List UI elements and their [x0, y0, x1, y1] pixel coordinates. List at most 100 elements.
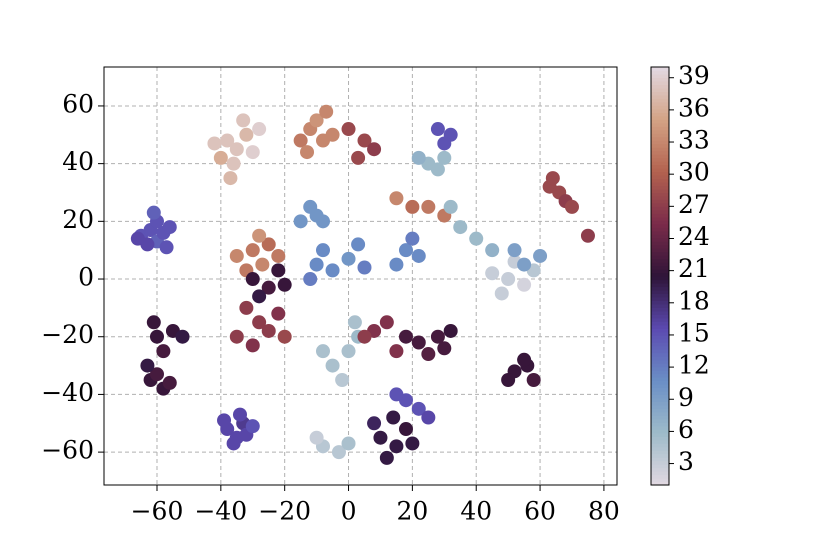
point	[517, 257, 532, 272]
point	[367, 416, 382, 431]
point	[149, 367, 164, 382]
colorbar-segment	[651, 119, 669, 124]
point	[501, 272, 516, 287]
colorbar-segment	[651, 314, 669, 319]
colorbar-segment	[651, 310, 669, 315]
colorbar-segment	[651, 296, 669, 301]
colorbar-segment	[651, 366, 669, 371]
colorbar-segment	[651, 87, 669, 92]
colorbar-segment	[651, 209, 669, 214]
point	[545, 171, 560, 186]
colorbar-segment	[651, 279, 669, 284]
colorbar-segment	[651, 394, 669, 399]
point	[494, 286, 509, 301]
point	[236, 113, 251, 128]
colorbar-tick-label: 12	[678, 351, 710, 380]
point	[411, 335, 426, 350]
point	[357, 133, 372, 148]
point	[226, 156, 241, 171]
x-tick-label: −20	[258, 497, 311, 526]
colorbar-segment	[651, 422, 669, 427]
point	[252, 289, 267, 304]
colorbar-segment	[651, 126, 669, 131]
colorbar-segment	[651, 439, 669, 444]
colorbar-segment	[651, 168, 669, 173]
point	[437, 136, 452, 151]
y-tick-label: 0	[78, 263, 94, 292]
point	[319, 104, 334, 119]
colorbar-segment	[651, 251, 669, 256]
colorbar-segment	[651, 237, 669, 242]
point	[229, 142, 244, 157]
colorbar-segment	[651, 101, 669, 106]
point	[146, 315, 161, 330]
point	[271, 248, 286, 263]
point	[293, 133, 308, 148]
x-tick-label: 40	[460, 497, 492, 526]
point	[325, 358, 340, 373]
point	[398, 329, 413, 344]
colorbar-segment	[651, 460, 669, 465]
plot-area	[104, 67, 617, 485]
x-tick-label: 20	[396, 497, 428, 526]
colorbar-tick-label: 3	[678, 447, 694, 476]
colorbar-segment	[651, 335, 669, 340]
point	[252, 315, 267, 330]
colorbar-segment	[651, 77, 669, 82]
colorbar-segment	[651, 272, 669, 277]
point	[341, 251, 356, 266]
colorbar-segment	[651, 129, 669, 134]
point	[300, 145, 315, 160]
point	[389, 439, 404, 454]
colorbar-segment	[651, 265, 669, 270]
point	[207, 136, 222, 151]
colorbar-segment	[651, 122, 669, 127]
colorbar-segment	[651, 70, 669, 75]
colorbar-segment	[651, 446, 669, 451]
colorbar-segment	[651, 98, 669, 103]
colorbar-segment	[651, 397, 669, 402]
colorbar-segment	[651, 328, 669, 333]
point	[398, 422, 413, 437]
point	[379, 315, 394, 330]
point	[341, 344, 356, 359]
colorbar-segment	[651, 331, 669, 336]
point	[341, 436, 356, 451]
point	[223, 171, 238, 186]
colorbar-segment	[651, 300, 669, 305]
colorbar-tick-label: 18	[678, 286, 710, 315]
point	[405, 231, 420, 246]
colorbar-segment	[651, 474, 669, 479]
colorbar-segment	[651, 383, 669, 389]
point	[261, 323, 276, 338]
point	[277, 277, 292, 292]
colorbar-tick-label: 30	[678, 158, 710, 187]
point	[325, 263, 340, 278]
colorbar-segment	[651, 481, 669, 486]
point	[341, 122, 356, 137]
colorbar-segment	[651, 269, 669, 274]
colorbar-tick-label: 9	[678, 383, 694, 412]
point	[437, 150, 452, 165]
point	[213, 150, 228, 165]
point	[315, 344, 330, 359]
colorbar-segment	[651, 185, 669, 190]
point	[430, 329, 445, 344]
point	[367, 142, 382, 157]
y-tick-label: 40	[62, 147, 94, 176]
colorbar-segment	[651, 105, 669, 110]
point	[517, 352, 532, 367]
colorbar-segment	[651, 181, 669, 187]
colorbar-tick-label: 33	[678, 126, 710, 155]
point	[239, 127, 254, 142]
point	[309, 430, 324, 445]
colorbar-segment	[651, 188, 669, 193]
y-tick-label: 60	[62, 89, 94, 118]
point	[229, 329, 244, 344]
point	[261, 280, 276, 295]
colorbar-segment	[651, 282, 669, 288]
point	[379, 450, 394, 465]
point	[315, 214, 330, 229]
point	[252, 122, 267, 137]
colorbar-segment	[651, 262, 669, 267]
